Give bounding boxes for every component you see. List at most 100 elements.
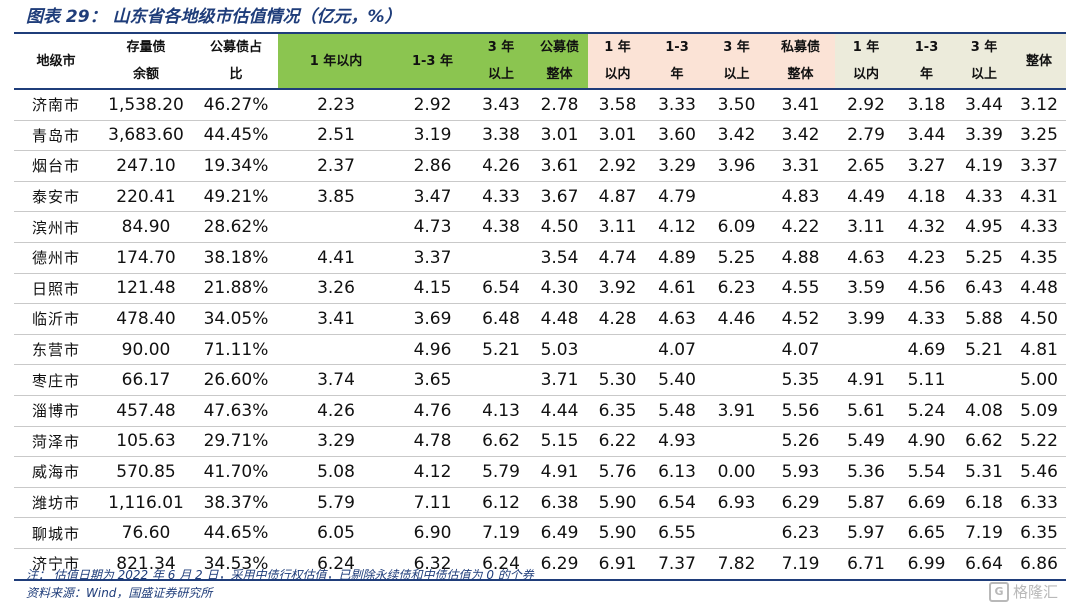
value-cell: 6.64 (965, 553, 1003, 574)
value-cell: 5.54 (907, 461, 946, 482)
header-public-1y: 1 年以内 (278, 34, 394, 90)
header-public-1-3y: 1-3 年 (394, 34, 471, 90)
value-cell (707, 365, 766, 396)
value-cell: 90.00 (121, 339, 171, 360)
value-cell: 570.85 (116, 461, 176, 482)
value-cell: 5.76 (598, 461, 637, 482)
table-row: 滨州市 84.90 28.62% 4.73 4.38 4.50 3.11 4.12 6.09 4.… (14, 212, 1066, 243)
header-overall: 整体 (1012, 34, 1066, 90)
value-cell: 6.71 (847, 553, 885, 574)
value-cell: 3.27 (907, 155, 946, 176)
footnote: 注： 估值日期为 2022 年 6 月 2 日，采用中债行权估值，已剔除永续债和… (26, 568, 534, 582)
value-cell: 3.91 (717, 400, 756, 421)
value-cell: 4.50 (540, 217, 579, 238)
value-cell: 46.27% (203, 94, 269, 115)
value-cell: 6.54 (658, 492, 696, 513)
value-cell: 3.38 (482, 125, 520, 146)
header-public-ratio-sub: 比 (194, 61, 278, 90)
value-cell: 6.29 (781, 492, 820, 513)
value-cell: 5.24 (907, 400, 946, 421)
value-cell: 2.79 (847, 125, 885, 146)
watermark-text: 格隆汇 (1012, 583, 1058, 601)
value-cell: 76.60 (121, 523, 171, 544)
value-cell: 5.31 (965, 461, 1003, 482)
value-cell: 3.19 (413, 125, 452, 146)
value-cell: 4.22 (781, 217, 820, 238)
value-cell: 5.46 (1020, 461, 1058, 482)
city-cell: 济宁市 (31, 555, 80, 574)
value-cell: 6.38 (540, 492, 579, 513)
table-body: 济南市 1,538.20 46.27% 2.23 2.92 3.43 2.78 3.58 3.3… (14, 89, 1066, 580)
value-cell: 3.44 (965, 94, 1003, 115)
value-cell: 6.23 (781, 523, 820, 544)
value-cell: 2.92 (847, 94, 885, 115)
table-row: 青岛市 3,683.60 44.45% 2.51 3.19 3.38 3.01 3.01 3.6… (14, 120, 1066, 151)
value-cell: 3.25 (1020, 125, 1058, 146)
value-cell: 7.19 (965, 523, 1003, 544)
city-cell: 菏泽市 (31, 432, 80, 451)
value-cell (707, 181, 766, 212)
value-cell: 3.96 (717, 155, 756, 176)
value-cell: 3.29 (658, 155, 696, 176)
value-cell: 4.26 (317, 400, 355, 421)
value-cell: 1,116.01 (108, 492, 184, 513)
value-cell: 4.33 (965, 186, 1003, 207)
value-cell: 7.19 (781, 553, 820, 574)
source-note: 资料来源：Wind，国盛证券研究所 (26, 586, 213, 600)
value-cell: 6.24 (317, 553, 355, 574)
city-cell: 淄博市 (31, 402, 80, 421)
value-cell: 6.91 (598, 553, 637, 574)
value-cell (471, 365, 531, 396)
value-cell: 6.13 (658, 461, 696, 482)
value-cell: 5.21 (482, 339, 520, 360)
value-cell: 174.70 (116, 247, 176, 268)
header-local-3y: 3 年 (707, 34, 766, 61)
value-cell: 4.78 (413, 431, 452, 452)
value-cell: 3.18 (907, 94, 946, 115)
value-cell: 3.26 (317, 278, 355, 299)
value-cell: 2.86 (413, 155, 452, 176)
value-cell: 6.18 (965, 492, 1003, 513)
value-cell: 6.90 (413, 523, 452, 544)
value-cell: 6.49 (540, 523, 579, 544)
value-cell: 5.30 (598, 370, 637, 391)
value-cell: 2.92 (413, 94, 452, 115)
value-cell: 5.25 (965, 247, 1003, 268)
value-cell: 4.52 (781, 308, 820, 329)
header-all-3y: 3 年 (956, 34, 1012, 61)
value-cell: 3.37 (413, 247, 452, 268)
value-cell: 3.37 (1020, 155, 1058, 176)
value-cell: 4.56 (907, 278, 946, 299)
value-cell: 121.48 (116, 278, 176, 299)
value-cell: 6.99 (907, 553, 946, 574)
header-balance: 存量债 (126, 40, 166, 55)
value-cell: 5.90 (598, 492, 637, 513)
value-cell: 4.32 (907, 217, 946, 238)
value-cell: 4.31 (1020, 186, 1058, 207)
value-cell: 3.44 (907, 125, 946, 146)
value-cell: 4.33 (482, 186, 520, 207)
value-cell: 821.34 (116, 553, 176, 574)
value-cell: 3.59 (847, 278, 885, 299)
value-cell: 6.93 (717, 492, 756, 513)
value-cell: 4.76 (413, 400, 452, 421)
value-cell: 6.09 (717, 217, 756, 238)
table-row: 济南市 1,538.20 46.27% 2.23 2.92 3.43 2.78 3.58 3.3… (14, 89, 1066, 121)
value-cell: 4.49 (847, 186, 885, 207)
header-public-ratio: 公募债占 (209, 40, 262, 55)
value-cell: 38.37% (203, 492, 269, 513)
value-cell: 3.47 (413, 186, 452, 207)
value-cell: 6.29 (540, 553, 579, 574)
value-cell: 6.62 (482, 431, 520, 452)
value-cell: 5.49 (847, 431, 885, 452)
city-cell: 泰安市 (31, 188, 80, 207)
value-cell: 5.97 (847, 523, 885, 544)
value-cell: 6.12 (482, 492, 520, 513)
value-cell: 6.33 (1020, 492, 1058, 513)
header-public-total-sub: 整体 (531, 61, 588, 90)
value-cell: 7.82 (717, 553, 756, 574)
value-cell: 5.09 (1020, 400, 1058, 421)
value-cell: 3.58 (598, 94, 637, 115)
value-cell: 6.48 (482, 308, 520, 329)
value-cell: 1,538.20 (108, 94, 184, 115)
